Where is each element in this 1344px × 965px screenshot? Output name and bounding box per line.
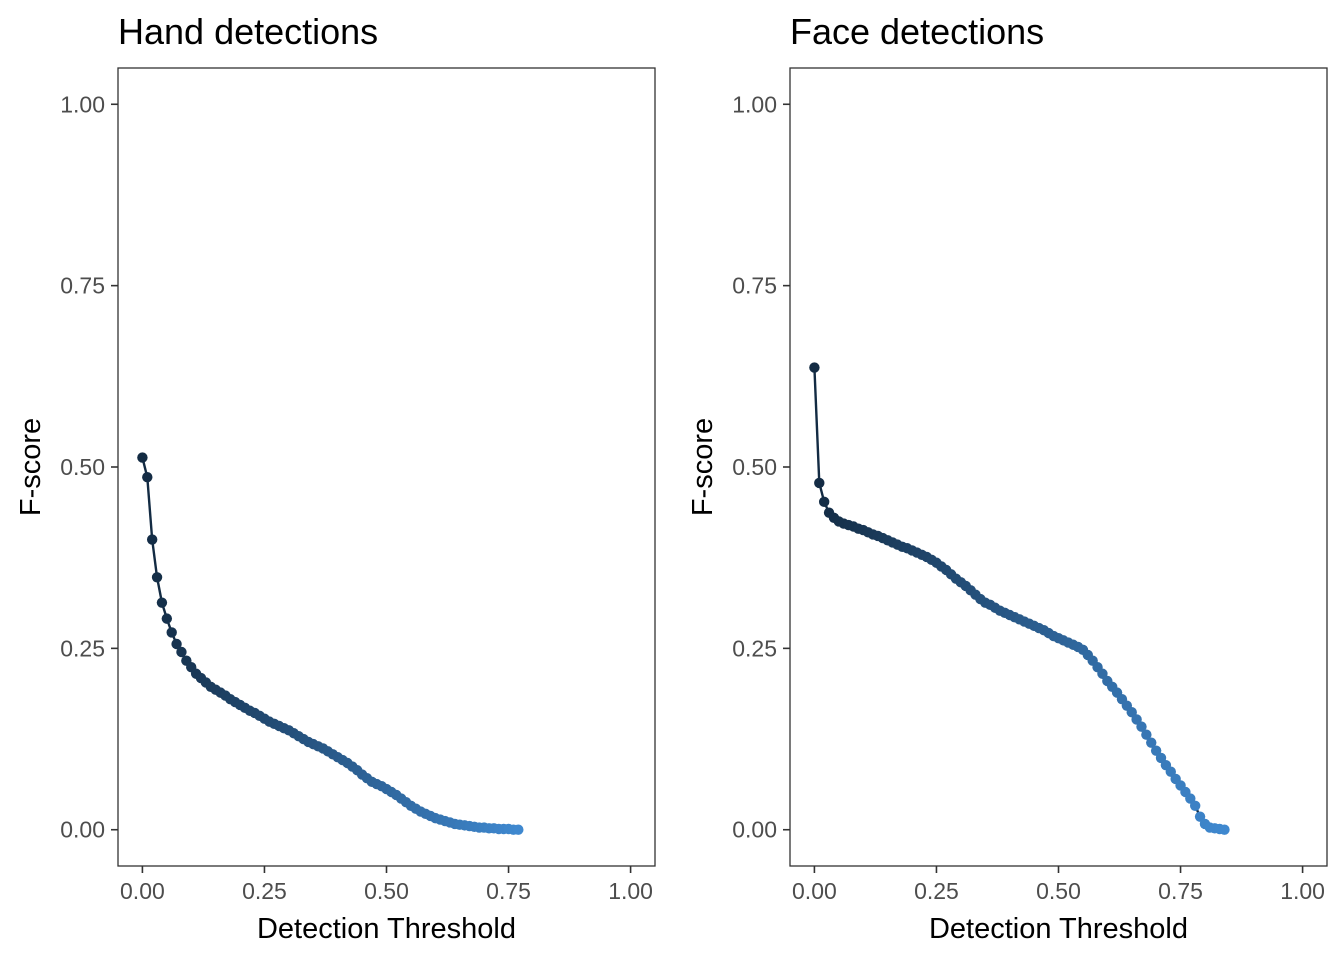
y-tick-label: 0.00 <box>60 817 105 843</box>
data-point <box>1146 737 1157 748</box>
x-tick-label: 0.25 <box>914 878 959 904</box>
x-tick-label: 0.75 <box>486 878 531 904</box>
y-tick-label: 0.75 <box>732 273 777 299</box>
x-axis-title: Detection Threshold <box>929 913 1188 945</box>
data-point <box>818 496 830 508</box>
data-point <box>142 471 153 483</box>
data-point <box>137 452 148 463</box>
x-tick-label: 0.50 <box>1036 878 1081 904</box>
data-point <box>171 638 182 650</box>
data-point <box>1136 721 1147 732</box>
data-point <box>166 627 177 638</box>
data-point <box>146 534 158 545</box>
y-tick-label: 0.25 <box>732 635 777 661</box>
data-point <box>156 597 168 608</box>
data-point <box>809 362 820 373</box>
data-point <box>1219 824 1230 835</box>
x-tick-label: 0.50 <box>364 878 409 904</box>
panel-hand: Hand detections 0.00 0.25 0.50 0.75 1.00 0.00 0… <box>15 11 656 945</box>
plot-panel <box>789 67 1328 867</box>
y-axis-title: F-score <box>15 418 47 516</box>
y-tick-label: 1.00 <box>732 91 777 117</box>
x-tick-label: 0.25 <box>242 878 287 904</box>
y-tick-label: 0.50 <box>732 454 777 480</box>
y-tick-label: 0.50 <box>60 454 105 480</box>
data-point <box>176 646 187 658</box>
y-tick-label: 1.00 <box>60 91 105 117</box>
data-point <box>814 477 825 489</box>
y-tick-label: 0.75 <box>60 273 105 299</box>
chart-title: Face detections <box>790 11 1044 52</box>
plot-panel <box>117 67 656 867</box>
x-tick-label: 0.75 <box>1158 878 1203 904</box>
data-point <box>151 572 163 583</box>
x-tick-label: 1.00 <box>1280 878 1325 904</box>
data-point <box>161 613 173 624</box>
x-tick-label: 1.00 <box>608 878 653 904</box>
y-tick-label: 0.00 <box>732 817 777 843</box>
x-tick-label: 0.00 <box>120 878 165 904</box>
y-axis-title: F-score <box>687 418 719 516</box>
x-tick-label: 0.00 <box>792 878 837 904</box>
y-tick-label: 0.25 <box>60 635 105 661</box>
data-point <box>1189 800 1201 811</box>
chart-title: Hand detections <box>118 11 378 52</box>
data-point <box>513 824 524 835</box>
data-point <box>1141 729 1152 740</box>
panel-face: Face detections 0.00 0.25 0.50 0.75 1.00 0.00 0… <box>687 11 1328 945</box>
x-axis-title: Detection Threshold <box>257 913 516 945</box>
